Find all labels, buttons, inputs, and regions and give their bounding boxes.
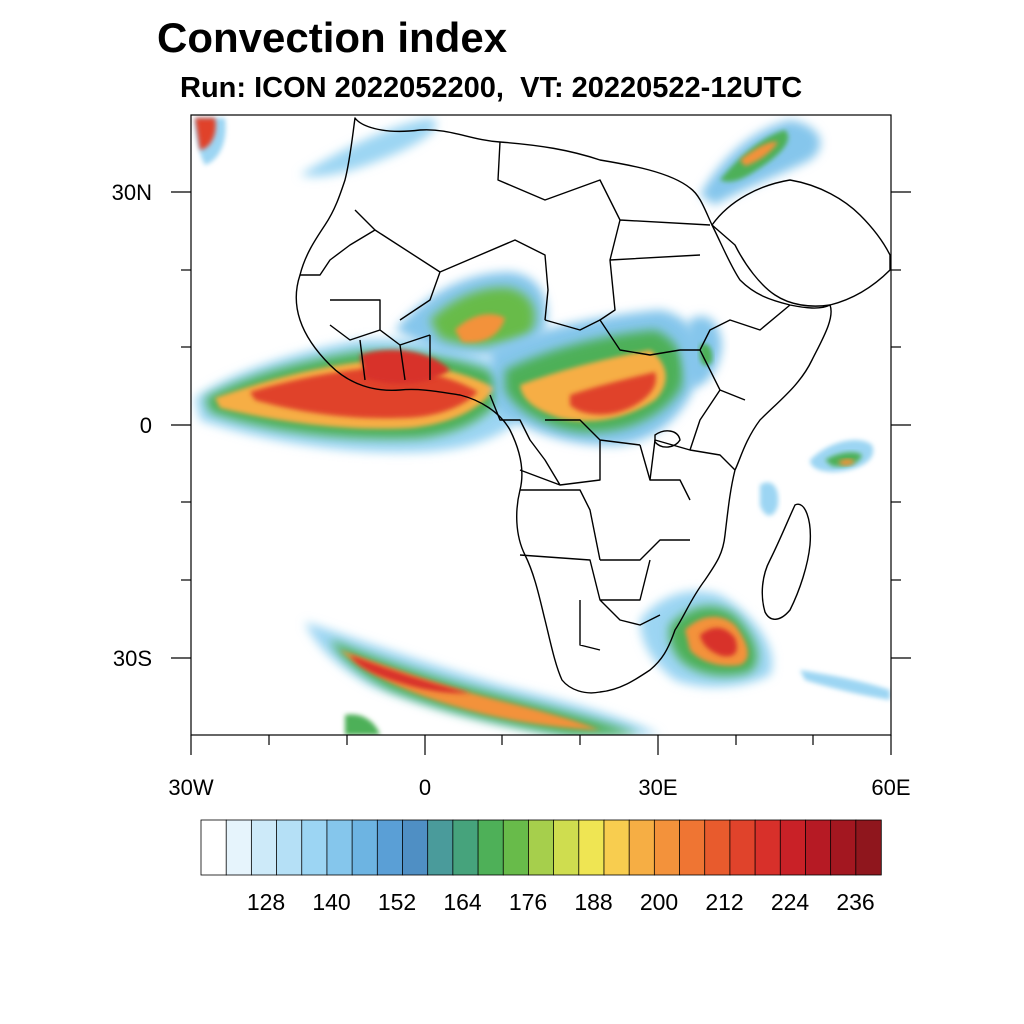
convection-region-south-atlantic <box>305 622 890 735</box>
borders-west <box>300 229 431 381</box>
africa-coastline <box>295 117 832 694</box>
colorbar-label: 224 <box>770 889 810 915</box>
borders-east <box>649 304 791 481</box>
convection-region-levant <box>700 120 821 205</box>
convection-region-madagascar <box>760 482 779 516</box>
colorbar-label: 188 <box>574 889 613 915</box>
axis-ticks <box>171 191 911 755</box>
borders-central <box>489 319 691 651</box>
convection-region-southeast <box>640 591 773 687</box>
lat-label-0: 0 <box>139 413 152 438</box>
convection-region-indian-ocean <box>810 440 874 472</box>
lon-label-30e: 30E <box>638 775 678 800</box>
lat-label-30n: 30N <box>111 180 152 205</box>
convection-field <box>195 118 890 735</box>
colorbar-label: 140 <box>312 889 351 915</box>
colorbar-label: 152 <box>377 889 417 915</box>
chart-title: Convection index <box>157 14 508 61</box>
colorbar-label: 128 <box>246 889 286 915</box>
borders-north <box>354 141 711 321</box>
lat-label-30s: 30S <box>112 646 152 671</box>
lon-label-30w: 30W <box>168 775 214 800</box>
lon-label-0: 0 <box>418 775 432 800</box>
convection-region-sahel <box>395 272 547 356</box>
colorbar-label: 176 <box>508 889 548 915</box>
colorbar-label: 164 <box>443 889 482 915</box>
convection-region-west-africa <box>195 338 540 453</box>
lon-label-60e: 60E <box>871 775 911 800</box>
convection-region-central-africa <box>490 310 701 446</box>
lake-victoria <box>654 430 681 448</box>
convection-region-ethiopia <box>684 316 722 386</box>
coastline-borders <box>295 117 891 694</box>
madagascar <box>761 503 812 620</box>
colorbar-label: 212 <box>705 889 744 915</box>
arabian-peninsula <box>711 179 891 307</box>
colorbar-label: 236 <box>836 889 875 915</box>
convection-region-mediterranean <box>195 118 437 177</box>
colorbar-label: 200 <box>639 889 679 915</box>
chart-subtitle: Run: ICON 2022052200, VT: 20220522-12UTC <box>180 72 803 104</box>
